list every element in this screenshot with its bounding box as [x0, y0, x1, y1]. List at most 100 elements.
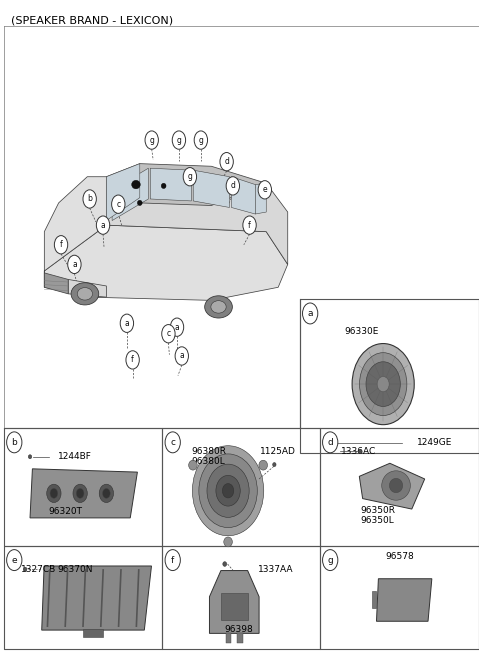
- Ellipse shape: [137, 200, 142, 206]
- Ellipse shape: [57, 244, 62, 250]
- Polygon shape: [255, 183, 266, 214]
- Circle shape: [302, 303, 318, 324]
- Ellipse shape: [73, 484, 87, 503]
- Circle shape: [112, 195, 125, 214]
- Text: 1125AD: 1125AD: [260, 447, 296, 456]
- Circle shape: [323, 550, 338, 570]
- Ellipse shape: [28, 455, 32, 459]
- Text: 96350R: 96350R: [360, 506, 395, 515]
- Ellipse shape: [352, 344, 414, 424]
- Text: a: a: [175, 323, 180, 332]
- Bar: [372, 591, 376, 608]
- Circle shape: [175, 347, 189, 365]
- Ellipse shape: [382, 471, 410, 500]
- Ellipse shape: [192, 445, 264, 535]
- Ellipse shape: [204, 296, 232, 318]
- Text: 1249GE: 1249GE: [417, 438, 452, 447]
- Ellipse shape: [389, 478, 403, 493]
- Bar: [162, 546, 320, 649]
- Circle shape: [96, 216, 110, 235]
- Text: c: c: [116, 200, 120, 209]
- Bar: [300, 299, 479, 453]
- Text: a: a: [124, 319, 129, 328]
- Ellipse shape: [260, 188, 266, 194]
- Ellipse shape: [69, 261, 75, 267]
- Polygon shape: [107, 164, 266, 206]
- Text: g: g: [327, 556, 333, 564]
- Text: g: g: [188, 172, 192, 181]
- Polygon shape: [44, 225, 288, 300]
- Ellipse shape: [71, 283, 99, 305]
- Polygon shape: [360, 463, 425, 509]
- Ellipse shape: [207, 464, 249, 517]
- Text: g: g: [198, 135, 204, 145]
- Ellipse shape: [224, 160, 229, 165]
- Ellipse shape: [47, 484, 61, 503]
- Text: 96350L: 96350L: [360, 516, 394, 525]
- Ellipse shape: [176, 138, 180, 142]
- Text: b: b: [87, 194, 92, 204]
- Text: (SPEAKER BRAND - LEXICON): (SPEAKER BRAND - LEXICON): [11, 16, 173, 26]
- Circle shape: [165, 550, 180, 570]
- Ellipse shape: [244, 222, 250, 228]
- Text: d: d: [230, 181, 235, 191]
- Text: 1337AA: 1337AA: [258, 565, 294, 574]
- Circle shape: [145, 131, 158, 149]
- Ellipse shape: [187, 176, 191, 180]
- Text: 96330E: 96330E: [344, 327, 378, 336]
- Text: g: g: [177, 135, 181, 145]
- Ellipse shape: [228, 183, 233, 189]
- Circle shape: [243, 216, 256, 235]
- Ellipse shape: [24, 567, 27, 571]
- Circle shape: [172, 131, 186, 149]
- Bar: [320, 546, 479, 649]
- Ellipse shape: [211, 301, 226, 313]
- Text: g: g: [149, 135, 154, 145]
- Polygon shape: [209, 570, 259, 633]
- Circle shape: [68, 255, 81, 273]
- Circle shape: [170, 318, 184, 336]
- Bar: [226, 633, 231, 643]
- Ellipse shape: [101, 224, 108, 231]
- Text: b: b: [12, 438, 17, 447]
- Ellipse shape: [273, 463, 276, 466]
- Circle shape: [220, 152, 233, 171]
- Polygon shape: [44, 273, 68, 294]
- Ellipse shape: [359, 449, 362, 453]
- Circle shape: [7, 432, 22, 453]
- Ellipse shape: [324, 440, 329, 445]
- Ellipse shape: [132, 180, 140, 189]
- Ellipse shape: [148, 138, 152, 142]
- Text: f: f: [171, 556, 174, 564]
- Ellipse shape: [199, 454, 257, 528]
- Bar: [84, 629, 103, 637]
- Circle shape: [183, 168, 197, 186]
- Text: e: e: [12, 556, 17, 564]
- Polygon shape: [112, 168, 148, 221]
- Circle shape: [323, 432, 338, 453]
- Ellipse shape: [223, 562, 227, 566]
- Ellipse shape: [99, 484, 114, 503]
- Text: 1327CB: 1327CB: [22, 565, 57, 574]
- Text: 96320T: 96320T: [48, 507, 82, 516]
- Ellipse shape: [222, 484, 234, 498]
- Text: f: f: [248, 221, 251, 230]
- Polygon shape: [107, 164, 140, 221]
- Text: 96380R: 96380R: [192, 447, 227, 456]
- Polygon shape: [44, 177, 107, 287]
- Text: c: c: [167, 329, 170, 338]
- Ellipse shape: [224, 537, 232, 547]
- Polygon shape: [150, 168, 192, 201]
- Circle shape: [54, 236, 68, 254]
- Text: a: a: [72, 260, 77, 269]
- Bar: [320, 428, 479, 546]
- Text: f: f: [60, 240, 62, 249]
- Ellipse shape: [189, 461, 197, 470]
- Circle shape: [165, 432, 180, 453]
- Circle shape: [126, 351, 139, 369]
- Circle shape: [226, 177, 240, 195]
- Text: 96370N: 96370N: [58, 565, 93, 574]
- Text: 96380L: 96380L: [192, 457, 225, 466]
- Ellipse shape: [129, 359, 133, 364]
- Circle shape: [194, 131, 207, 149]
